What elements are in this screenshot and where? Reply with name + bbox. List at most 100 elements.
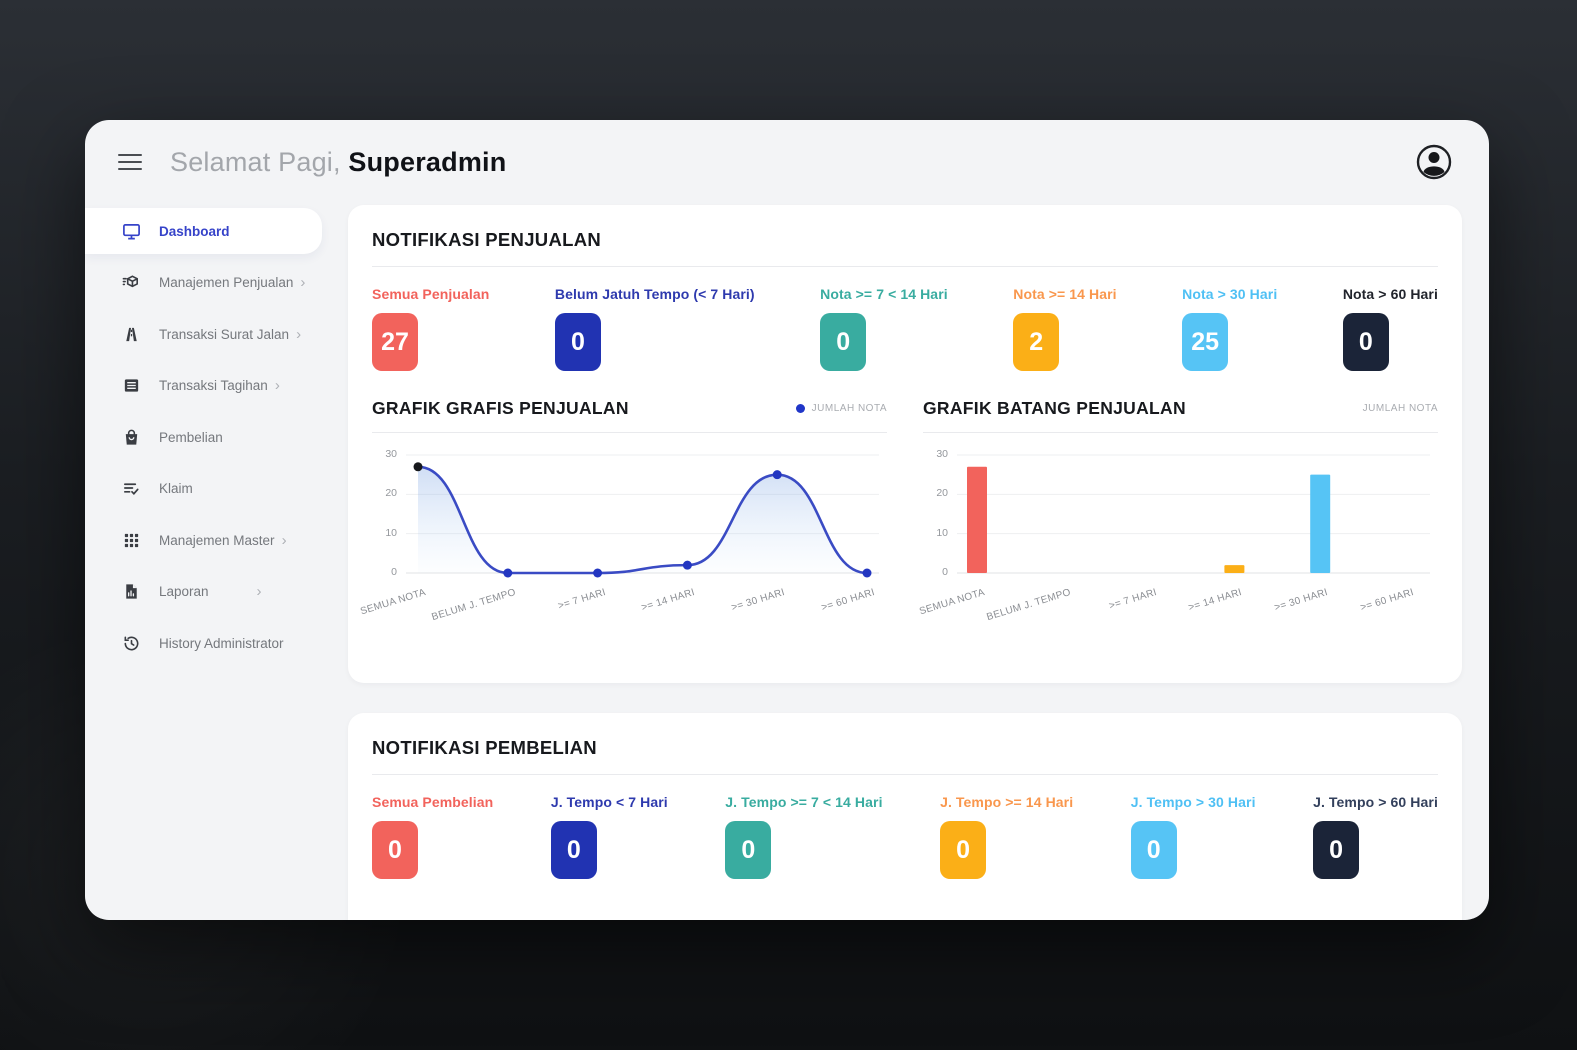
y-axis-tick: 10	[936, 526, 948, 539]
line-point[interactable]	[503, 568, 513, 578]
app-window: Selamat Pagi, Superadmin Dashboard Manaj…	[85, 120, 1489, 920]
divider	[923, 432, 1438, 433]
sidebar-item-label: Manajemen Master	[159, 532, 275, 548]
sidebar-item-label: Klaim	[159, 481, 193, 496]
y-axis-tick: 0	[391, 566, 397, 578]
stat-card: Nota > 30 Hari 25	[1182, 286, 1277, 371]
page-title: Selamat Pagi, Superadmin	[170, 147, 506, 178]
report-document-icon	[122, 582, 142, 602]
bar[interactable]	[1310, 474, 1331, 573]
sidebar-item-klaim[interactable]: Klaim	[85, 466, 322, 512]
line-area-fill	[418, 466, 867, 573]
sidebar-item-label: Laporan	[159, 584, 209, 599]
cube-icon	[122, 273, 142, 293]
invoice-list-icon	[122, 376, 142, 396]
stat-value-badge: 0	[1342, 313, 1389, 371]
charts-row: GRAFIK GRAFIS PENJUALAN JUMLAH NOTA 0 10 2…	[359, 398, 1438, 624]
greeting-text: Selamat Pagi,	[170, 146, 341, 177]
checklist-icon	[122, 479, 142, 499]
sidebar-item-label: History Administrator	[159, 635, 284, 651]
stat-card: Semua Penjualan 27	[372, 286, 489, 371]
stat-card: J. Tempo >= 14 Hari 0	[940, 794, 1073, 879]
sidebar-item-label: Transaksi Surat Jalan	[159, 326, 290, 342]
stat-card: Nota >= 14 Hari 2	[1013, 286, 1117, 371]
stat-card: J. Tempo < 7 Hari 0	[550, 794, 668, 879]
divider	[372, 266, 1438, 267]
legend-label: JUMLAH NOTA	[1362, 403, 1438, 414]
stat-value-badge: 0	[372, 821, 418, 879]
sidebar-item-transaksi-surat-jalan[interactable]: Transaksi Surat Jalan ›	[85, 311, 322, 357]
y-axis-tick: 30	[385, 448, 397, 460]
line-chart-svg	[406, 454, 879, 578]
stat-label: Semua Penjualan	[372, 286, 490, 302]
x-axis-label: SEMUA NOTA	[918, 587, 987, 618]
stat-value-badge: 27	[372, 313, 418, 371]
stat-value-badge: 0	[1313, 821, 1360, 879]
bar-chart-svg	[957, 454, 1430, 574]
line-point[interactable]	[772, 470, 782, 480]
bar[interactable]	[1224, 565, 1245, 573]
shopping-bag-icon	[122, 427, 142, 447]
monitor-icon	[122, 221, 142, 241]
stat-label: Nota > 30 Hari	[1182, 286, 1278, 302]
line-chart: 0 10 20 30 SEMUA NOTA BELUM J. TEMPO >= 7 HARI…	[359, 448, 887, 624]
line-point[interactable]	[862, 568, 872, 578]
x-axis-label: >= 7 HARI	[1107, 587, 1158, 612]
sidebar-item-pembelian[interactable]: Pembelian	[85, 414, 322, 460]
topbar: Selamat Pagi, Superadmin	[85, 120, 1489, 204]
stat-value-badge: 2	[1013, 313, 1060, 371]
stat-label: J. Tempo > 60 Hari	[1313, 794, 1438, 810]
legend-dot-icon	[795, 404, 805, 413]
sidebar-item-transaksi-tagihan[interactable]: Transaksi Tagihan ›	[85, 363, 322, 409]
stat-value-badge: 0	[820, 313, 867, 371]
sidebar-item-laporan[interactable]: Laporan ›	[85, 569, 322, 615]
user-avatar-icon[interactable]	[1415, 143, 1453, 181]
bar-chart-section: GRAFIK BATANG PENJUALAN JUMLAH NOTA 0 10 2…	[918, 398, 1438, 624]
stat-card: J. Tempo > 30 Hari 0	[1130, 794, 1256, 879]
x-axis-label: >= 14 HARI	[1187, 587, 1244, 614]
sidebar-item-label: Dashboard	[159, 223, 230, 239]
pembelian-stats-row: Semua Pembelian 0 J. Tempo < 7 Hari 0 J.…	[372, 794, 1438, 879]
line-point[interactable]	[413, 462, 423, 472]
stat-label: J. Tempo >= 14 Hari	[940, 794, 1074, 810]
y-axis-tick: 20	[936, 487, 948, 500]
stat-value-badge: 0	[725, 821, 772, 879]
x-axis-label: >= 7 HARI	[556, 587, 607, 612]
stat-value-badge: 0	[940, 821, 987, 879]
sidebar-item-label: Pembelian	[159, 429, 223, 445]
chevron-right-icon: ›	[274, 377, 280, 394]
stat-card: J. Tempo >= 7 < 14 Hari 0	[725, 794, 882, 879]
stat-label: Belum Jatuh Tempo (< 7 Hari)	[554, 286, 755, 302]
x-axis-label: BELUM J. TEMPO	[985, 587, 1073, 624]
sidebar-item-label: Manajemen Penjualan	[159, 275, 294, 290]
chevron-right-icon: ›	[256, 583, 262, 600]
sidebar-item-dashboard[interactable]: Dashboard	[85, 208, 322, 254]
bar[interactable]	[967, 466, 987, 573]
x-axis-label: BELUM J. TEMPO	[430, 587, 518, 624]
stat-label: J. Tempo >= 7 < 14 Hari	[725, 794, 883, 810]
x-axis-label: SEMUA NOTA	[359, 587, 428, 618]
line-point[interactable]	[682, 560, 692, 570]
sidebar-item-label: Transaksi Tagihan	[159, 378, 268, 393]
y-axis-tick: 30	[936, 448, 948, 460]
line-point[interactable]	[593, 568, 603, 578]
penjualan-stats-row: Semua Penjualan 27 Belum Jatuh Tempo (< …	[372, 286, 1438, 371]
penjualan-card: NOTIFIKASI PENJUALAN Semua Penjualan 27 …	[348, 205, 1462, 683]
stat-card: Nota > 60 Hari 0	[1342, 286, 1438, 371]
penjualan-section-title: NOTIFIKASI PENJUALAN	[372, 229, 602, 250]
line-chart-legend: JUMLAH NOTA	[795, 403, 887, 414]
pembelian-section-title: NOTIFIKASI PEMBELIAN	[372, 737, 597, 758]
y-axis-tick: 10	[385, 526, 397, 539]
stat-value-badge: 0	[554, 313, 601, 371]
x-axis-label: >= 14 HARI	[640, 587, 697, 614]
stat-label: Nota >= 7 < 14 Hari	[820, 286, 948, 302]
stat-label: Nota >= 14 Hari	[1013, 286, 1117, 302]
sidebar-item-manajemen-penjualan[interactable]: Manajemen Penjualan ›	[85, 260, 322, 306]
stat-card: J. Tempo > 60 Hari 0	[1313, 794, 1438, 879]
y-axis-tick: 0	[942, 566, 948, 578]
y-axis-tick: 20	[385, 487, 397, 500]
sidebar-item-manajemen-master[interactable]: Manajemen Master ›	[85, 517, 322, 563]
hamburger-menu-icon[interactable]	[118, 149, 142, 174]
sidebar-item-history-administrator[interactable]: History Administrator	[85, 620, 322, 666]
line-series	[417, 465, 868, 575]
